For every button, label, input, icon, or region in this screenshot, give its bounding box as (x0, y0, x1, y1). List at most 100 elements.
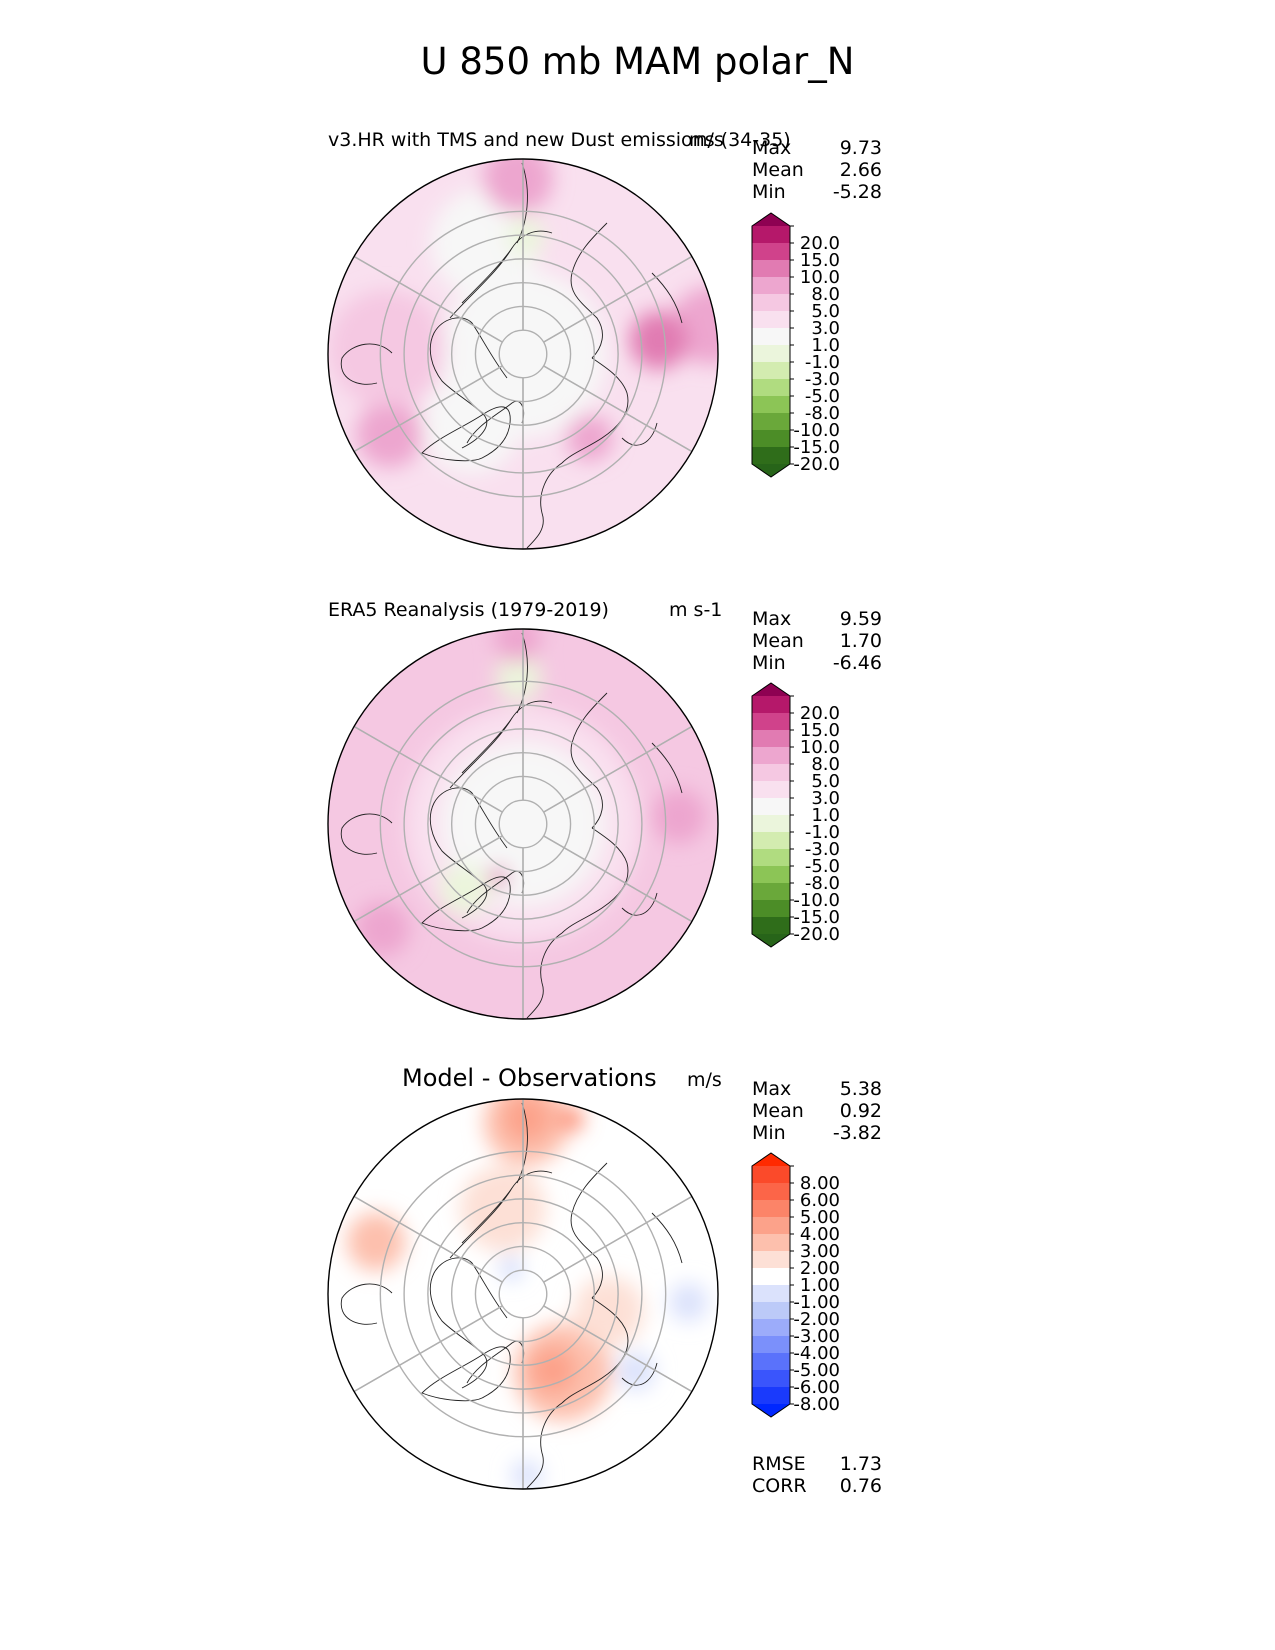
field-region (346, 1212, 406, 1271)
colorbar-segment (752, 747, 790, 765)
panel-stats: Max 9.59 Mean 1.70 Min -6.46 (752, 608, 882, 674)
colorbar-tick-label: -20.0 (793, 454, 840, 475)
colorbar: 20.015.010.08.05.03.01.0-1.0-3.0-5.0-8.0… (751, 682, 840, 948)
colorbar-segment (752, 849, 790, 867)
field-region (511, 1459, 543, 1489)
field-region (460, 1165, 546, 1252)
colorbar-tick-label: -1.00 (793, 1292, 840, 1313)
colorbar-segment (752, 413, 790, 431)
coastline (449, 700, 553, 789)
polar-map (327, 158, 719, 550)
colorbar-segment (752, 900, 790, 918)
field-region (482, 159, 553, 214)
stat-min: Min -6.46 (752, 652, 882, 674)
colorbar-tick-label: 1.0 (811, 805, 840, 826)
colorbar-tick-label: -10.0 (793, 420, 840, 441)
coastline (516, 632, 528, 714)
colorbar-segment (752, 798, 790, 816)
colorbar-tick-label: -8.0 (805, 873, 840, 894)
stat-mean: Mean 1.70 (752, 630, 882, 652)
colorbar-segment (752, 328, 790, 346)
colorbar-segment (752, 362, 790, 380)
colorbar-tick-label: -8.0 (805, 403, 840, 424)
colorbar-segment (752, 396, 790, 414)
colorbar-extend-max (752, 683, 790, 696)
meridian-line (353, 1195, 503, 1283)
field-region (616, 1351, 656, 1391)
stat-max: Max 9.73 (752, 137, 882, 159)
panel-units: m/s (687, 1069, 722, 1091)
colorbar-segment (752, 1285, 790, 1303)
colorbar-segment (752, 713, 790, 731)
meridian-line (353, 725, 503, 813)
graticule (353, 1099, 693, 1489)
stat-mean: Mean 2.66 (752, 159, 882, 181)
colorbar-tick-label: 5.0 (811, 771, 840, 792)
field-region (671, 286, 718, 365)
colorbar-segment (752, 815, 790, 833)
field-region (503, 1099, 551, 1142)
field-region (494, 629, 541, 663)
colorbar-tick-label: 6.00 (800, 1190, 840, 1211)
stat-rmse: RMSE 1.73 (752, 1453, 882, 1475)
panel-title: Model - Observations (402, 1064, 657, 1092)
colorbar-segment (752, 764, 790, 782)
colorbar-tick-label: -15.0 (793, 437, 840, 458)
field-region (566, 414, 614, 462)
colorbar-tick-label: 8.00 (800, 1173, 840, 1194)
colorbar-tick-label: -3.0 (805, 839, 840, 860)
field-region (495, 654, 543, 702)
colorbar-segment (752, 883, 790, 901)
colorbar-extend-min (752, 934, 790, 947)
coastline (570, 692, 608, 829)
map-boundary (327, 1098, 719, 1490)
meridian-line (543, 835, 693, 923)
colorbar-segment (752, 1166, 790, 1184)
colorbar-tick-label: -4.00 (793, 1343, 840, 1364)
graticule (353, 629, 693, 1019)
stat-min: Min -3.82 (752, 1122, 882, 1144)
field-region (430, 188, 540, 298)
colorbar-tick-label: 3.0 (811, 318, 840, 339)
colorbar-tick-label: -1.0 (805, 352, 840, 373)
coastline (340, 343, 393, 385)
colorbar: 8.006.005.004.003.002.001.00-1.00-2.00-3… (751, 1152, 840, 1418)
colorbar-tick-label: -10.0 (793, 890, 840, 911)
colorbar-segment (752, 917, 790, 935)
coastline (621, 422, 658, 446)
colorbar-tick-label: 1.00 (800, 1275, 840, 1296)
field-region (559, 1107, 584, 1131)
colorbar-tick-label: 20.0 (800, 233, 840, 254)
colorbar-segment (752, 260, 790, 278)
colorbar-segment (752, 294, 790, 312)
colorbar: 20.015.010.08.05.03.01.0-1.0-3.0-5.0-8.0… (751, 212, 840, 478)
stat-max: Max 9.59 (752, 608, 882, 630)
meridian-line (543, 725, 693, 813)
field-region (669, 1282, 709, 1322)
colorbar-segment (752, 1370, 790, 1388)
colorbar-tick-label: 5.00 (800, 1207, 840, 1228)
colorbar-segment (752, 243, 790, 261)
coastline (570, 222, 608, 359)
field-region (573, 1276, 645, 1347)
colorbar-tick-label: 8.0 (811, 754, 840, 775)
coastline (526, 462, 563, 549)
stat-max: Max 5.38 (752, 1078, 882, 1100)
colorbar-tick-label: 10.0 (800, 737, 840, 758)
field-region (441, 742, 605, 906)
colorbar-tick-label: -2.00 (793, 1309, 840, 1330)
colorbar-tick-label: 15.0 (800, 720, 840, 741)
colorbar-segment (752, 430, 790, 448)
colorbar-tick-label: -5.0 (805, 386, 840, 407)
colorbar-tick-label: -3.00 (793, 1326, 840, 1347)
colorbar-tick-label: 4.00 (800, 1224, 840, 1245)
coastline (340, 1283, 393, 1325)
graticule (353, 159, 693, 549)
colorbar-tick-label: 2.00 (800, 1258, 840, 1279)
meridian-line (543, 1195, 693, 1283)
colorbar-segment (752, 379, 790, 397)
stat-min: Min -5.28 (752, 181, 882, 203)
coastline (621, 892, 658, 916)
colorbar-segment (752, 1302, 790, 1320)
panel-stats: Max 5.38 Mean 0.92 Min -3.82 (752, 1078, 882, 1144)
